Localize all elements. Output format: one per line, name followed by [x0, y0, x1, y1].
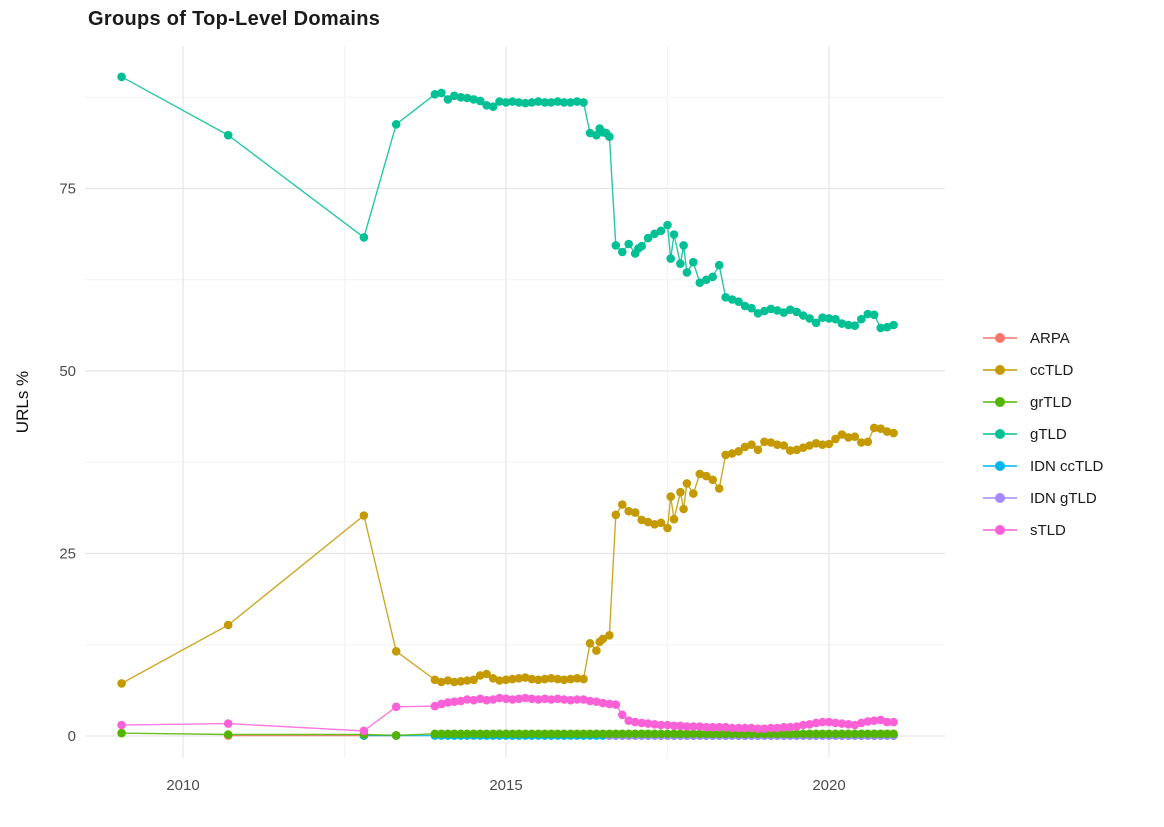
- svg-text:50: 50: [59, 363, 76, 380]
- svg-text:75: 75: [59, 181, 76, 198]
- legend-key-icon: [983, 523, 1017, 537]
- legend-key-icon: [983, 491, 1017, 505]
- legend-item-grTLD: grTLD: [983, 386, 1103, 418]
- svg-text:2020: 2020: [812, 777, 845, 794]
- legend-key-icon: [983, 427, 1017, 441]
- series-sTLD: [117, 693, 898, 736]
- legend-item-sTLD: sTLD: [983, 514, 1103, 546]
- chart-title: Groups of Top-Level Domains: [88, 8, 381, 30]
- legend-item-IDN-ccTLD: IDN ccTLD: [983, 450, 1103, 482]
- grid-minor: [85, 46, 945, 758]
- legend-label: IDN gTLD: [1030, 489, 1097, 507]
- svg-text:25: 25: [59, 546, 76, 563]
- legend-label: ccTLD: [1030, 361, 1074, 379]
- svg-text:0: 0: [68, 728, 76, 745]
- legend-item-gTLD: gTLD: [983, 418, 1103, 450]
- series-ccTLD: [117, 423, 898, 688]
- series-gTLD: [117, 72, 898, 333]
- legend-label: ARPA: [1030, 329, 1070, 347]
- legend-key-icon: [983, 331, 1017, 345]
- y-axis-tick-labels: 0 25 50 75: [59, 181, 76, 746]
- legend-label: grTLD: [1030, 393, 1072, 411]
- svg-text:2015: 2015: [489, 777, 522, 794]
- x-axis-tick-labels: 2010 2015 2020: [166, 777, 845, 794]
- series-grTLD: [117, 728, 898, 740]
- legend-key-icon: [983, 395, 1017, 409]
- svg-text:2010: 2010: [166, 777, 199, 794]
- legend-label: gTLD: [1030, 425, 1067, 443]
- legend-key-icon: [983, 459, 1017, 473]
- legend-label: IDN ccTLD: [1030, 457, 1104, 475]
- legend-key-icon: [983, 363, 1017, 377]
- legend-item-IDN-gTLD: IDN gTLD: [983, 482, 1103, 514]
- legend: ARPA ccTLD grTLD gTLD IDN ccTLD IDN gTLD sTLD: [983, 322, 1103, 546]
- legend-item-ccTLD: ccTLD: [983, 354, 1103, 386]
- legend-label: sTLD: [1030, 521, 1066, 539]
- grid-major: [85, 46, 945, 758]
- legend-item-ARPA: ARPA: [983, 322, 1103, 354]
